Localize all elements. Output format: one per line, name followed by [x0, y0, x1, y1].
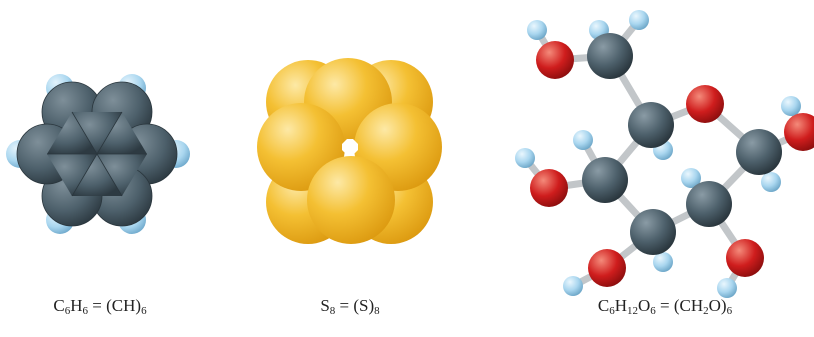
benzene-model	[6, 74, 190, 234]
sulfur-atoms	[257, 58, 442, 244]
glucose-hydrogens	[515, 10, 801, 298]
sulfur-model	[257, 58, 442, 244]
glucose-oxygens	[530, 41, 814, 287]
glucose-carbons	[582, 33, 782, 255]
sulfur-formula-caption: S8 = (S)8	[320, 296, 380, 317]
benzene-formula-caption: C6H6 = (CH)6	[53, 296, 147, 317]
benzene-carbons	[16, 81, 178, 227]
glucose-formula-caption: C6H12O6 = (CH2O)6	[597, 296, 733, 317]
glucose-model	[515, 10, 814, 298]
